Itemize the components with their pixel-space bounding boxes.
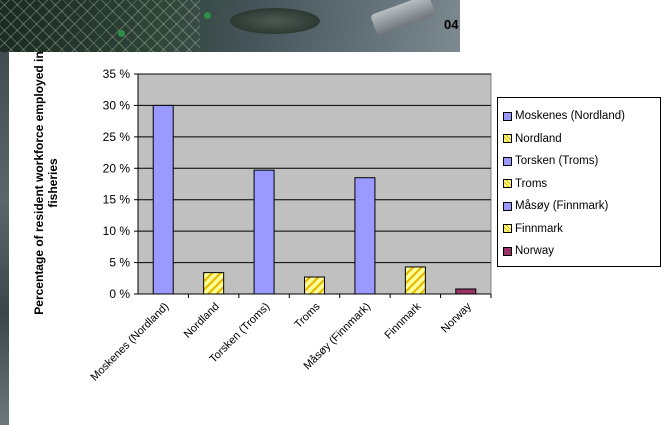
legend-swatch [503, 224, 512, 234]
legend-label: Måsøy (Finnmark) [515, 200, 609, 213]
legend-swatch [503, 179, 512, 189]
legend-label: Troms [515, 177, 548, 190]
legend-label: Torsken (Troms) [515, 155, 599, 168]
legend-item: Finnmark [503, 218, 660, 241]
y-tick-label: 15 % [103, 193, 131, 207]
y-tick-label: 0 % [109, 287, 130, 301]
axes [137, 74, 491, 295]
x-category-label: Norway [439, 300, 474, 335]
legend-label: Norway [515, 245, 554, 258]
legend-item: Troms [503, 173, 660, 196]
legend-swatch [503, 246, 512, 256]
legend-item: Norway [503, 240, 660, 263]
legend-item: Torsken (Troms) [503, 150, 660, 173]
bar-nordland [203, 272, 225, 295]
legend-label: Nordland [515, 132, 562, 145]
bar-finnmark [404, 266, 426, 295]
x-category-label: Nordland [182, 301, 222, 341]
plot-area [137, 73, 492, 295]
legend-item: Måsøy (Finnmark) [503, 195, 660, 218]
green-float-image [204, 12, 211, 19]
legend-swatch [503, 201, 512, 211]
bar-torsken-troms [253, 169, 275, 295]
bars [152, 104, 477, 295]
x-category-label: Moskenes (Nordland) [88, 301, 171, 384]
green-float-image [118, 30, 125, 37]
fishing-net-image [0, 0, 200, 52]
legend-item: Moskenes (Nordland) [503, 105, 660, 128]
x-category-label: Finnmark [383, 300, 424, 341]
y-tick-label: 25 % [103, 130, 131, 144]
x-category-label: Troms [292, 300, 323, 331]
bar-m-s-y-finnmark [354, 177, 376, 295]
y-tick-label: 35 % [103, 67, 131, 81]
legend-label: Moskenes (Nordland) [515, 110, 625, 123]
bar-chart: 0 % 5 % 10 % 15 % 20 % 25 % 30 % 35 % Moskenes … [88, 67, 492, 383]
y-tick-label: 30 % [103, 98, 131, 112]
y-tick-label: 20 % [103, 161, 131, 175]
background-photo-strip [0, 52, 9, 425]
y-tick-label: 10 % [103, 224, 131, 238]
y-tick-label: 5 % [109, 256, 130, 270]
legend-label: Finnmark [515, 222, 563, 235]
legend-swatch [503, 134, 512, 144]
bar-moskenes-nordland [152, 104, 174, 295]
bar-norway [455, 288, 477, 295]
legend-swatch [503, 156, 512, 166]
rope-image [230, 8, 320, 34]
bar-troms [304, 276, 325, 295]
background-photo [0, 0, 460, 52]
slide-title-fragment: 04 [444, 17, 459, 32]
legend: Moskenes (Nordland) Nordland Torsken (Trom… [497, 97, 661, 267]
y-axis-ticks: 0 % 5 % 10 % 15 % 20 % 25 % 30 % 35 % [103, 67, 492, 301]
legend-item: Nordland [503, 128, 660, 151]
legend-swatch [503, 111, 512, 121]
